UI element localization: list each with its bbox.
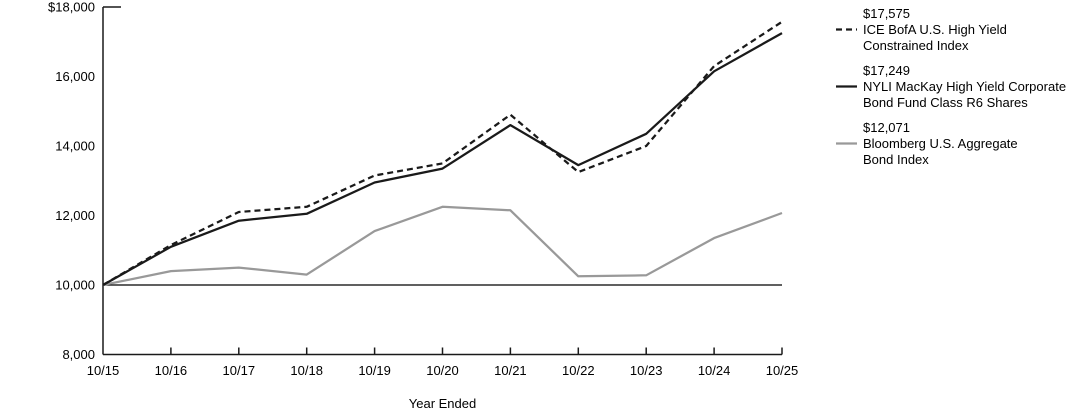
legend-entry-nyli-fund: $17,249 NYLI MacKay High Yield Corporate…	[836, 63, 1086, 111]
legend-label-line: NYLI MacKay High Yield Corporate	[863, 79, 1067, 94]
legend-entry-bloomberg-index: $12,071 Bloomberg U.S. Aggregate Bond In…	[836, 120, 1086, 168]
y-tick-label: 12,000	[55, 208, 95, 223]
x-tick-label: 10/15	[87, 363, 120, 378]
x-tick-label: 10/18	[290, 363, 323, 378]
series-line-2-solid	[102, 205, 783, 287]
y-tick-label: 8,000	[62, 347, 95, 362]
y-tick-label: $18,000	[48, 0, 95, 15]
x-axis-title: Year Ended	[409, 396, 476, 411]
legend-value: $12,071	[863, 120, 910, 135]
x-tick-label: 10/19	[358, 363, 391, 378]
x-tick-label: 10/23	[630, 363, 663, 378]
legend-label-line: Bond Fund Class R6 Shares	[863, 95, 1028, 110]
x-tick-label: 10/22	[562, 363, 595, 378]
solid-black-line-swatch-icon	[836, 85, 857, 88]
y-tick-label: 14,000	[55, 139, 95, 154]
series-line-0-dashed	[102, 20, 783, 286]
x-tick-label: 10/20	[426, 363, 459, 378]
x-tick-label: 10/25	[766, 363, 799, 378]
legend-entry-ice-bofa-index: $17,575 ICE BofA U.S. High Yield Constra…	[836, 6, 1086, 54]
x-tick-label: 10/24	[698, 363, 731, 378]
series-line-1-solid	[102, 32, 783, 286]
chart-legend: $17,575 ICE BofA U.S. High Yield Constra…	[836, 6, 1086, 177]
legend-label-line: Bond Index	[863, 152, 929, 167]
legend-value: $17,249	[863, 63, 910, 78]
y-tick-label: 10,000	[55, 278, 95, 293]
legend-value: $17,575	[863, 6, 910, 21]
solid-gray-line-swatch-icon	[836, 142, 857, 145]
x-tick-label: 10/16	[155, 363, 188, 378]
x-tick-label: 10/21	[494, 363, 527, 378]
dashed-line-swatch-icon	[836, 28, 857, 31]
legend-label-line: Bloomberg U.S. Aggregate	[863, 136, 1018, 151]
x-tick-label: 10/17	[223, 363, 256, 378]
y-tick-label: 16,000	[55, 69, 95, 84]
legend-label-line: Constrained Index	[863, 38, 969, 53]
legend-label-line: ICE BofA U.S. High Yield	[863, 22, 1007, 37]
